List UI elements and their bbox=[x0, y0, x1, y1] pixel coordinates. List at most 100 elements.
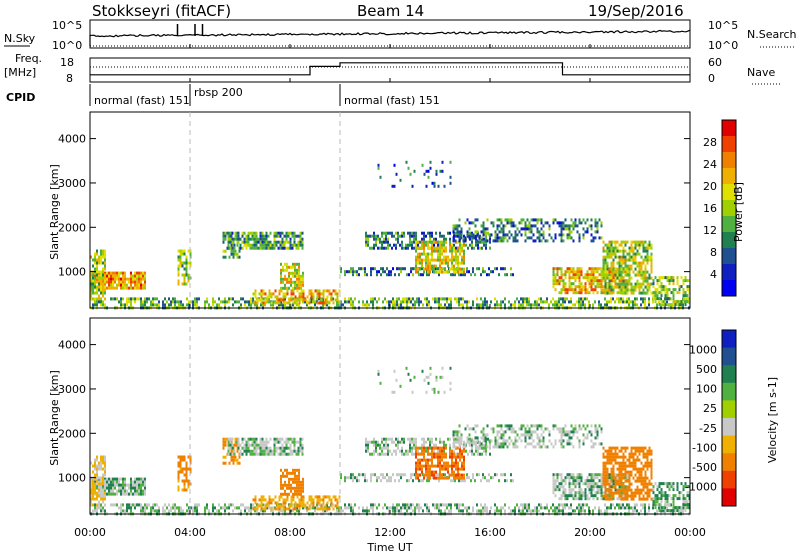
range-cell bbox=[600, 221, 603, 225]
range-cell bbox=[538, 236, 541, 240]
range-cell bbox=[482, 233, 485, 237]
range-cell bbox=[636, 282, 639, 286]
range-cell bbox=[435, 240, 437, 244]
range-cell bbox=[283, 243, 286, 247]
range-cell bbox=[288, 271, 290, 275]
range-cell bbox=[453, 440, 455, 444]
range-cell bbox=[288, 486, 290, 490]
range-cell bbox=[516, 297, 518, 301]
range-cell bbox=[602, 261, 605, 265]
range-cell bbox=[264, 507, 267, 511]
range-cell bbox=[622, 267, 625, 271]
range-cell bbox=[156, 509, 158, 513]
range-cell bbox=[185, 255, 188, 259]
range-cell bbox=[576, 506, 578, 510]
range-cell bbox=[684, 276, 687, 280]
range-cell bbox=[470, 427, 473, 431]
range-cell bbox=[300, 292, 303, 296]
range-cell bbox=[96, 464, 98, 468]
range-cell bbox=[634, 261, 637, 265]
range-cell bbox=[584, 285, 587, 289]
range-cell bbox=[104, 485, 106, 489]
range-cell bbox=[253, 231, 256, 235]
range-cell bbox=[463, 440, 465, 444]
range-cell bbox=[461, 243, 463, 247]
range-cell bbox=[538, 442, 541, 446]
range-cell bbox=[466, 300, 468, 304]
range-cell bbox=[518, 506, 520, 510]
range-cell bbox=[222, 461, 225, 465]
range-cell bbox=[628, 249, 631, 253]
range-cell bbox=[672, 303, 675, 307]
range-cell bbox=[516, 239, 519, 243]
range-cell bbox=[592, 273, 595, 277]
range-cell bbox=[630, 282, 633, 286]
range-cell bbox=[453, 255, 455, 259]
range-cell bbox=[296, 274, 298, 278]
range-cell bbox=[425, 264, 427, 268]
range-cell bbox=[236, 243, 239, 247]
range-cell bbox=[365, 446, 367, 450]
range-cell bbox=[454, 479, 456, 483]
range-cell bbox=[634, 285, 637, 289]
range-cell bbox=[423, 237, 425, 241]
range-cell bbox=[118, 477, 120, 481]
range-cell bbox=[248, 506, 250, 510]
range-cell bbox=[468, 270, 470, 274]
range-cell bbox=[419, 467, 421, 471]
range-cell bbox=[580, 267, 583, 271]
range-cell bbox=[451, 258, 453, 262]
range-cell bbox=[536, 236, 539, 240]
range-cell bbox=[237, 231, 240, 235]
range-cell bbox=[98, 506, 100, 510]
range-cell bbox=[438, 303, 440, 307]
range-cell bbox=[417, 246, 419, 250]
range-cell bbox=[96, 509, 98, 513]
range-cell bbox=[486, 479, 488, 483]
cpid-label: CPID bbox=[6, 91, 35, 104]
range-cell bbox=[429, 446, 431, 450]
range-cell bbox=[295, 243, 298, 247]
range-cell bbox=[334, 504, 337, 508]
range-cell bbox=[486, 424, 489, 428]
range-cell bbox=[282, 483, 284, 487]
range-cell bbox=[90, 273, 92, 277]
range-cell bbox=[118, 300, 120, 304]
range-cell bbox=[632, 255, 635, 259]
range-cell bbox=[289, 449, 292, 453]
range-cell bbox=[228, 506, 230, 510]
range-cell bbox=[498, 445, 501, 449]
range-cell bbox=[576, 291, 579, 295]
range-cell bbox=[427, 246, 429, 250]
range-cell bbox=[116, 477, 118, 481]
range-cell bbox=[642, 276, 645, 280]
range-cell bbox=[366, 300, 368, 304]
range-cell bbox=[208, 509, 210, 513]
range-cell bbox=[294, 477, 296, 481]
range-cell bbox=[241, 440, 244, 444]
range-cell bbox=[394, 303, 396, 307]
range-cell bbox=[522, 433, 525, 437]
range-cell bbox=[686, 285, 689, 289]
range-cell bbox=[264, 301, 267, 305]
range-cell bbox=[222, 237, 225, 241]
range-cell bbox=[190, 506, 192, 510]
range-cell bbox=[328, 301, 331, 305]
range-cell bbox=[354, 270, 356, 274]
range-cell bbox=[457, 473, 459, 477]
range-cell bbox=[140, 283, 142, 287]
range-cell bbox=[301, 452, 304, 456]
range-cell bbox=[453, 449, 455, 453]
range-cell bbox=[680, 300, 683, 304]
range-cell bbox=[381, 246, 383, 250]
range-cell bbox=[468, 236, 471, 240]
range-cell bbox=[128, 300, 130, 304]
range-cell bbox=[372, 303, 374, 307]
range-cell bbox=[254, 498, 257, 502]
range-cell bbox=[375, 234, 377, 238]
range-cell bbox=[183, 279, 186, 283]
range-cell bbox=[552, 273, 555, 277]
range-cell bbox=[628, 297, 630, 301]
range-cell bbox=[608, 279, 611, 283]
range-cell bbox=[398, 303, 400, 307]
